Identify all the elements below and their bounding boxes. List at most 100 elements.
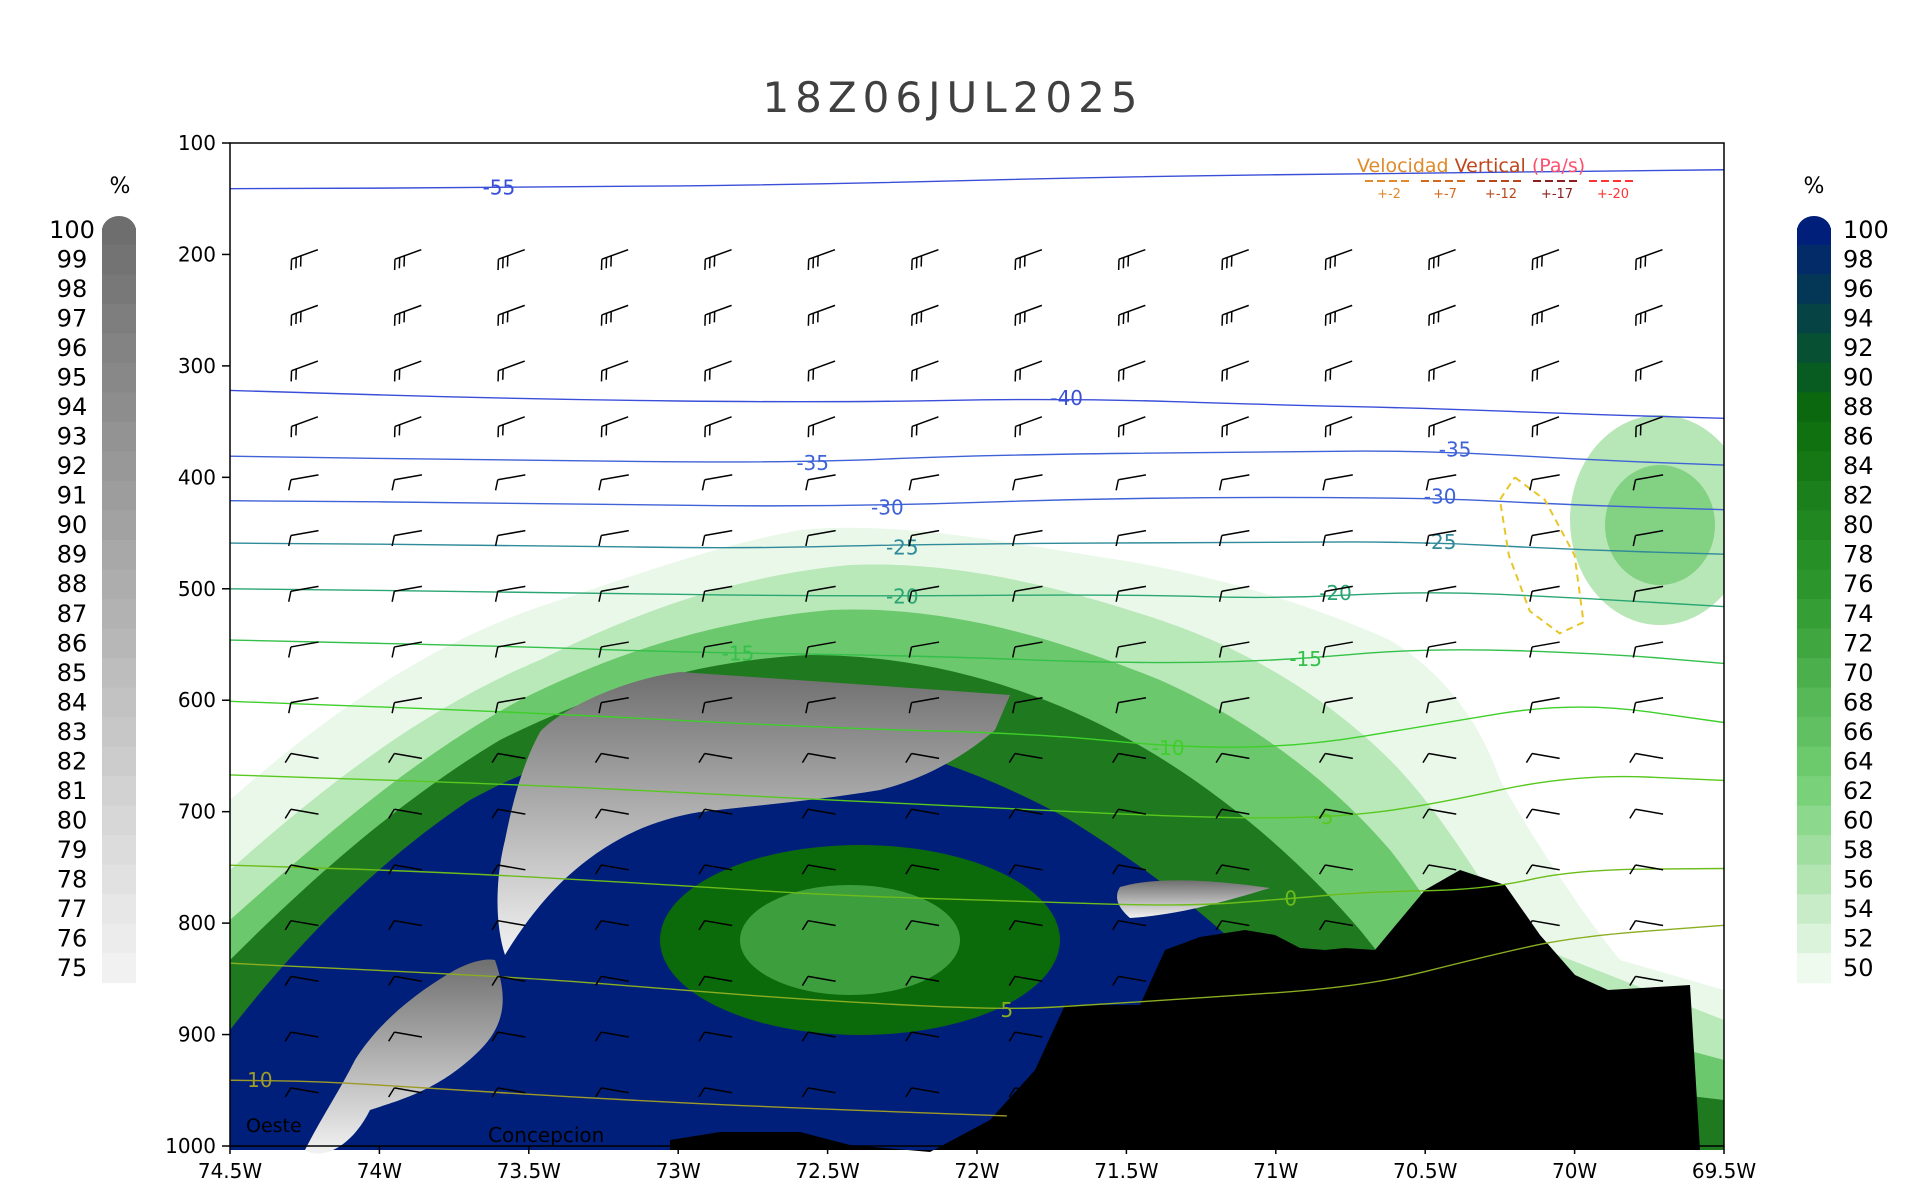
wind-barb: [1529, 641, 1560, 658]
colorbar-label: 98: [57, 275, 88, 303]
colorbar-swatch: [102, 746, 136, 777]
wind-barb: [1425, 529, 1457, 547]
vertical-velocity-contours: [1498, 476, 1585, 635]
wind-barb: [1525, 975, 1560, 986]
wind-barb: [491, 1087, 526, 1098]
wind-barb: [1635, 304, 1663, 326]
vv-legend-label: +-7: [1433, 187, 1457, 202]
wind-barb: [1525, 752, 1560, 764]
colorbar-label: 99: [57, 246, 88, 274]
wind-barb: [1011, 474, 1043, 491]
wind-barb: [805, 474, 836, 491]
colorbar-label: 54: [1843, 895, 1874, 923]
temperature-contour-label: -55: [483, 176, 516, 200]
vv-legend-label: +-12: [1485, 187, 1517, 202]
wind-barb: [494, 585, 526, 602]
wind-barb: [905, 975, 940, 986]
colorbar-swatch: [1797, 451, 1831, 482]
temperature-contour-line: [230, 169, 1724, 190]
y-tick-label: 600: [178, 688, 216, 712]
wind-barb: [908, 529, 940, 547]
wind-barb: [698, 1031, 733, 1042]
temperature-contour-label: -30: [1424, 484, 1457, 508]
wind-barb: [801, 864, 836, 875]
colorbar-swatch: [102, 274, 136, 305]
wind-barb: [594, 808, 629, 819]
y-tick-label: 700: [178, 800, 216, 824]
wind-barb: [801, 919, 836, 931]
wind-barb: [1525, 1087, 1560, 1098]
wind-barb: [1117, 248, 1146, 271]
colorbar-swatch: [102, 717, 136, 748]
y-tick-label: 900: [178, 1023, 216, 1047]
wind-barb: [1011, 641, 1043, 658]
colorbar-label: 81: [57, 777, 88, 805]
colorbar-label: 100: [1843, 216, 1889, 244]
wind-barb: [805, 697, 836, 714]
wind-barb: [911, 248, 939, 271]
wind-barb: [1422, 808, 1457, 819]
colorbar-swatch: [102, 362, 136, 393]
wind-barb: [1117, 416, 1146, 438]
wind-barb: [1529, 585, 1560, 602]
wind-barb: [1318, 975, 1353, 986]
wind-barb: [1221, 248, 1249, 271]
wind-barb: [1215, 919, 1250, 931]
wind-barb: [701, 474, 733, 491]
wind-barb: [598, 641, 629, 658]
colorbar-swatch: [102, 953, 136, 984]
x-tick-label: 70W: [1552, 1159, 1597, 1183]
colorbar-label: 70: [1843, 659, 1874, 687]
colorbar-swatch: [1797, 539, 1831, 570]
wind-barb: [284, 1087, 319, 1098]
colorbar-label: 75: [57, 954, 88, 982]
vertical-velocity-contour: [1498, 476, 1585, 635]
wind-barb: [600, 304, 629, 326]
wind-barb: [1215, 808, 1250, 819]
wind-barb: [598, 697, 629, 714]
wind-barb: [1008, 864, 1043, 875]
x-tick-label: 72.5W: [795, 1159, 860, 1183]
colorbar-label: 92: [57, 452, 88, 480]
wind-barb: [1629, 975, 1664, 986]
wind-barb: [284, 864, 319, 875]
wind-barb: [1115, 474, 1147, 491]
wind-barb: [701, 641, 733, 658]
colorbar-label: 79: [57, 836, 88, 864]
wind-barb: [1011, 697, 1043, 714]
colorbar-label: 50: [1843, 954, 1874, 982]
wind-barb: [1632, 697, 1664, 714]
temperature-contour-label: -25: [886, 536, 919, 560]
colorbar-label: 93: [57, 423, 88, 451]
colorbar-label: 84: [1843, 452, 1874, 480]
colorbar-label: 98: [1843, 246, 1874, 274]
wind-barb: [701, 697, 733, 714]
colorbar-label: 94: [1843, 305, 1874, 333]
wind-barb: [494, 697, 526, 714]
wind-barb: [1115, 697, 1147, 714]
wind-barb: [594, 919, 629, 931]
temperature-contour-label: 10: [247, 1068, 272, 1092]
wind-barb: [905, 1031, 940, 1042]
colorbar-swatch: [102, 333, 136, 364]
wind-barb: [1529, 529, 1560, 547]
colorbar-label: 76: [1843, 570, 1874, 598]
wind-barb: [1318, 864, 1353, 875]
wind-barb: [1632, 641, 1664, 658]
colorbar-swatch: [1797, 333, 1831, 364]
wind-barb: [497, 304, 525, 326]
wind-barb: [1215, 975, 1250, 986]
x-tick-label: 71W: [1253, 1159, 1298, 1183]
wind-barb: [905, 919, 940, 931]
colorbar-label: 80: [1843, 511, 1874, 539]
wind-barb: [491, 752, 526, 764]
wind-barb: [704, 248, 732, 271]
colorbar-unit: %: [110, 174, 131, 199]
wind-barb: [701, 529, 733, 547]
colorbar-label: 78: [57, 865, 88, 893]
colorbar-label: 87: [57, 600, 88, 628]
wind-barb: [1322, 641, 1353, 658]
wind-barb: [1008, 808, 1043, 819]
wind-barb: [1428, 248, 1456, 271]
wind-barb: [287, 585, 319, 602]
